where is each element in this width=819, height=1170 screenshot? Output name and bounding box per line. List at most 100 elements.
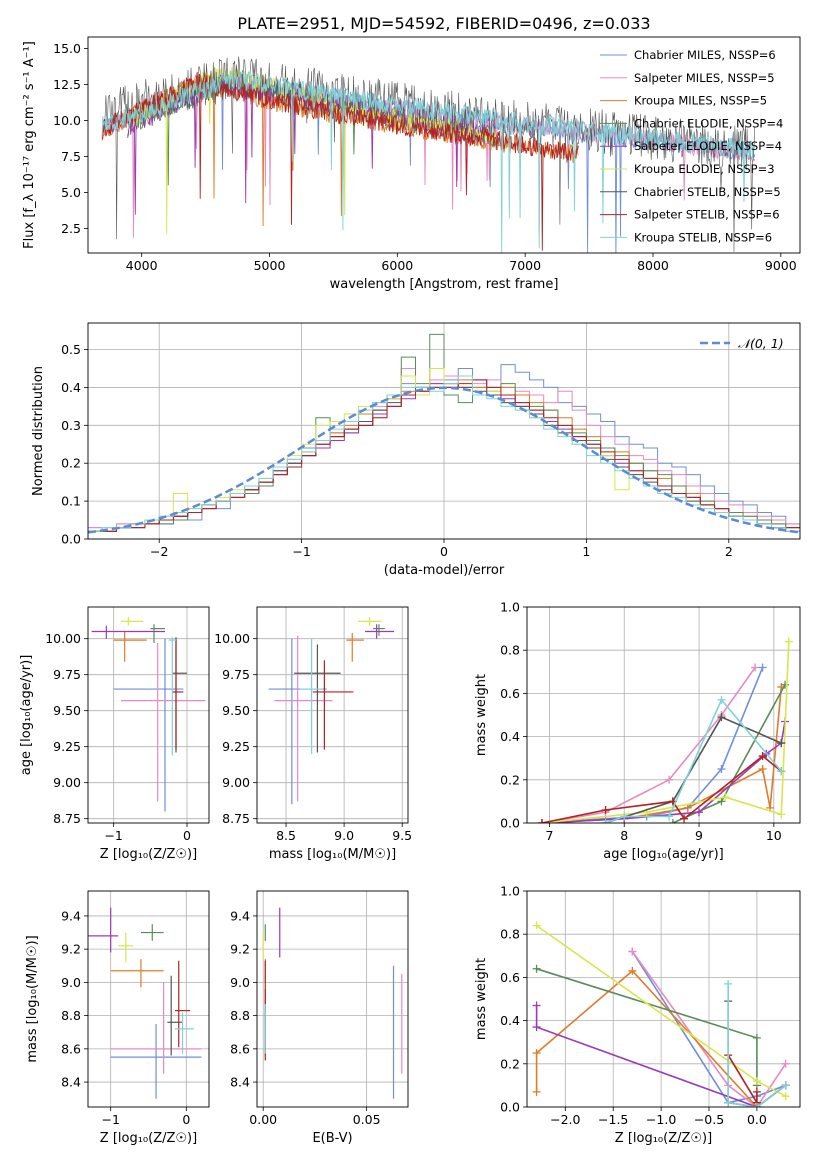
x-tick-label: 6000 bbox=[381, 258, 413, 273]
x-tick-label: 8.5 bbox=[276, 828, 296, 843]
weight-marker bbox=[537, 819, 546, 823]
plot-content bbox=[537, 637, 793, 823]
x-tick-label: −1 bbox=[292, 544, 310, 559]
x-tick-label: 7 bbox=[545, 828, 553, 843]
axes-frame bbox=[87, 890, 210, 1108]
y-tick-label: 8.75 bbox=[222, 811, 250, 826]
y-tick-label: 9.0 bbox=[230, 975, 250, 990]
plot-content bbox=[532, 921, 790, 1107]
x-axis-label: E(B-V) bbox=[312, 1131, 352, 1146]
y-tick-label: 0.3 bbox=[61, 418, 81, 433]
x-axis-label: mass [log₁₀(M/M☉)] bbox=[269, 847, 396, 862]
y-tick-label: 8.8 bbox=[230, 1008, 250, 1023]
plot-area bbox=[527, 607, 800, 823]
y-tick-label: 8.6 bbox=[61, 1041, 81, 1056]
y-tick-label: 9.00 bbox=[53, 775, 81, 790]
y-tick-label: 9.00 bbox=[222, 775, 250, 790]
legend-label: Kroupa ELODIE, NSSP=3 bbox=[634, 162, 775, 176]
plot-content bbox=[262, 907, 403, 1099]
weight-marker bbox=[532, 964, 541, 973]
plot-content bbox=[91, 617, 206, 812]
x-tick-label: −0.5 bbox=[694, 1112, 724, 1127]
weight-marker bbox=[680, 814, 689, 823]
weight-marker bbox=[784, 637, 793, 646]
x-axis-label: age [log₁₀(age/yr)] bbox=[603, 847, 724, 862]
spectrum-line bbox=[101, 69, 755, 253]
weight-marker bbox=[752, 1087, 761, 1096]
y-tick-label: 8.4 bbox=[61, 1075, 81, 1090]
weight-marker bbox=[532, 1049, 541, 1057]
weight-marker bbox=[601, 819, 610, 823]
y-tick-label: 9.0 bbox=[61, 975, 81, 990]
y-tick-label: 12.5 bbox=[53, 77, 81, 92]
y-tick-label: 9.2 bbox=[61, 942, 81, 957]
x-tick-label: −2.0 bbox=[550, 1112, 580, 1127]
x-tick-label: 5000 bbox=[254, 258, 286, 273]
y-tick-label: 9.2 bbox=[230, 942, 250, 957]
weight-marker bbox=[683, 803, 692, 812]
weight-line bbox=[727, 983, 787, 1107]
plot-content bbox=[268, 617, 395, 805]
axes-frame bbox=[256, 890, 409, 1108]
y-axis-label: Flux [f_λ 10⁻¹⁷ erg cm⁻² s⁻¹ A⁻¹] bbox=[22, 41, 37, 249]
histogram-series bbox=[88, 375, 800, 539]
weight-marker bbox=[777, 739, 786, 748]
weight-marker bbox=[777, 767, 786, 776]
x-axis-label: Z [log₁₀(Z/Z☉)] bbox=[100, 847, 197, 862]
weight-marker bbox=[781, 1081, 790, 1090]
y-tick-label: 0.5 bbox=[61, 342, 81, 357]
x-axis-label: (data-model)/error bbox=[384, 563, 505, 578]
normal-curve bbox=[88, 386, 800, 534]
weight-marker bbox=[758, 663, 767, 672]
weight-marker bbox=[628, 947, 637, 956]
y-tick-label: 0.1 bbox=[61, 494, 81, 509]
plot-area bbox=[257, 607, 408, 823]
weight-marker bbox=[724, 1098, 733, 1107]
mass-vs-metallicity-panel: −1 0 8.4 8.6 8.8 9.0 9.2 9.4 Z [log₁₀(Z/Z☉)] mass… bbox=[25, 890, 210, 1146]
x-tick-label: 0.00 bbox=[249, 1112, 277, 1127]
y-tick-label: 9.50 bbox=[222, 703, 250, 718]
age-vs-mass-panel: 8.5 9.0 9.5 8.75 9.00 9.25 9.50 9.75 10.00 mass [… bbox=[214, 606, 412, 862]
y-tick-label: 10.0 bbox=[53, 113, 81, 128]
y-axis-label: Normed distribution bbox=[31, 366, 46, 496]
x-axis-label: Z [log₁₀(Z/Z☉)] bbox=[615, 1131, 712, 1146]
weight-marker bbox=[532, 921, 541, 930]
x-tick-label: −1.0 bbox=[646, 1112, 676, 1127]
weight-marker bbox=[532, 1087, 541, 1096]
weight-marker bbox=[717, 713, 726, 722]
y-tick-label: 9.25 bbox=[222, 739, 250, 754]
weight-marker bbox=[724, 979, 733, 988]
axes-frame bbox=[256, 606, 409, 824]
weight-marker bbox=[781, 1059, 790, 1068]
weight-line bbox=[631, 951, 787, 1107]
weight-marker bbox=[601, 806, 610, 815]
weight-marker bbox=[752, 1033, 761, 1042]
residuals-panel: −2 −1 0 1 2 0.0 0.1 0.2 0.3 0.4 0.5 (data-model)/er… bbox=[31, 322, 801, 578]
y-axis-label: mass [log₁₀(M/M☉)] bbox=[25, 935, 40, 1062]
weight-marker bbox=[717, 797, 726, 806]
weight-marker bbox=[752, 1077, 761, 1086]
y-tick-label: 0.0 bbox=[500, 816, 520, 831]
axes-frame bbox=[526, 890, 801, 1108]
plot-area bbox=[88, 607, 209, 823]
y-tick-label: 1.0 bbox=[500, 884, 520, 899]
weight-marker bbox=[532, 1023, 541, 1032]
mass-vs-extinction-panel: 0.00 0.05 8.4 8.6 8.8 9.0 9.2 9.4 E(B-V) bbox=[230, 890, 409, 1146]
y-tick-label: 8.75 bbox=[53, 811, 81, 826]
spectrum-panel: 4000 5000 6000 7000 8000 9000 2.5 5.0 7.5 10.0 12.… bbox=[22, 36, 801, 292]
y-tick-label: 0.6 bbox=[500, 686, 520, 701]
x-tick-label: 9000 bbox=[765, 258, 797, 273]
y-tick-label: 0.0 bbox=[61, 532, 81, 547]
axes-frame bbox=[526, 606, 801, 824]
plot-area bbox=[257, 891, 408, 1107]
plot-area bbox=[88, 891, 209, 1107]
spectrum-line bbox=[101, 72, 579, 251]
x-tick-label: 0.0 bbox=[747, 1112, 767, 1127]
x-tick-label: 9 bbox=[695, 828, 703, 843]
y-tick-label: 0.2 bbox=[500, 1056, 520, 1071]
x-tick-label: 10 bbox=[766, 828, 782, 843]
x-tick-label: 8000 bbox=[637, 258, 669, 273]
x-tick-label: 9.5 bbox=[392, 828, 412, 843]
plot-content bbox=[101, 56, 756, 253]
y-axis-label: age [log₁₀(age/yr)] bbox=[19, 655, 34, 776]
